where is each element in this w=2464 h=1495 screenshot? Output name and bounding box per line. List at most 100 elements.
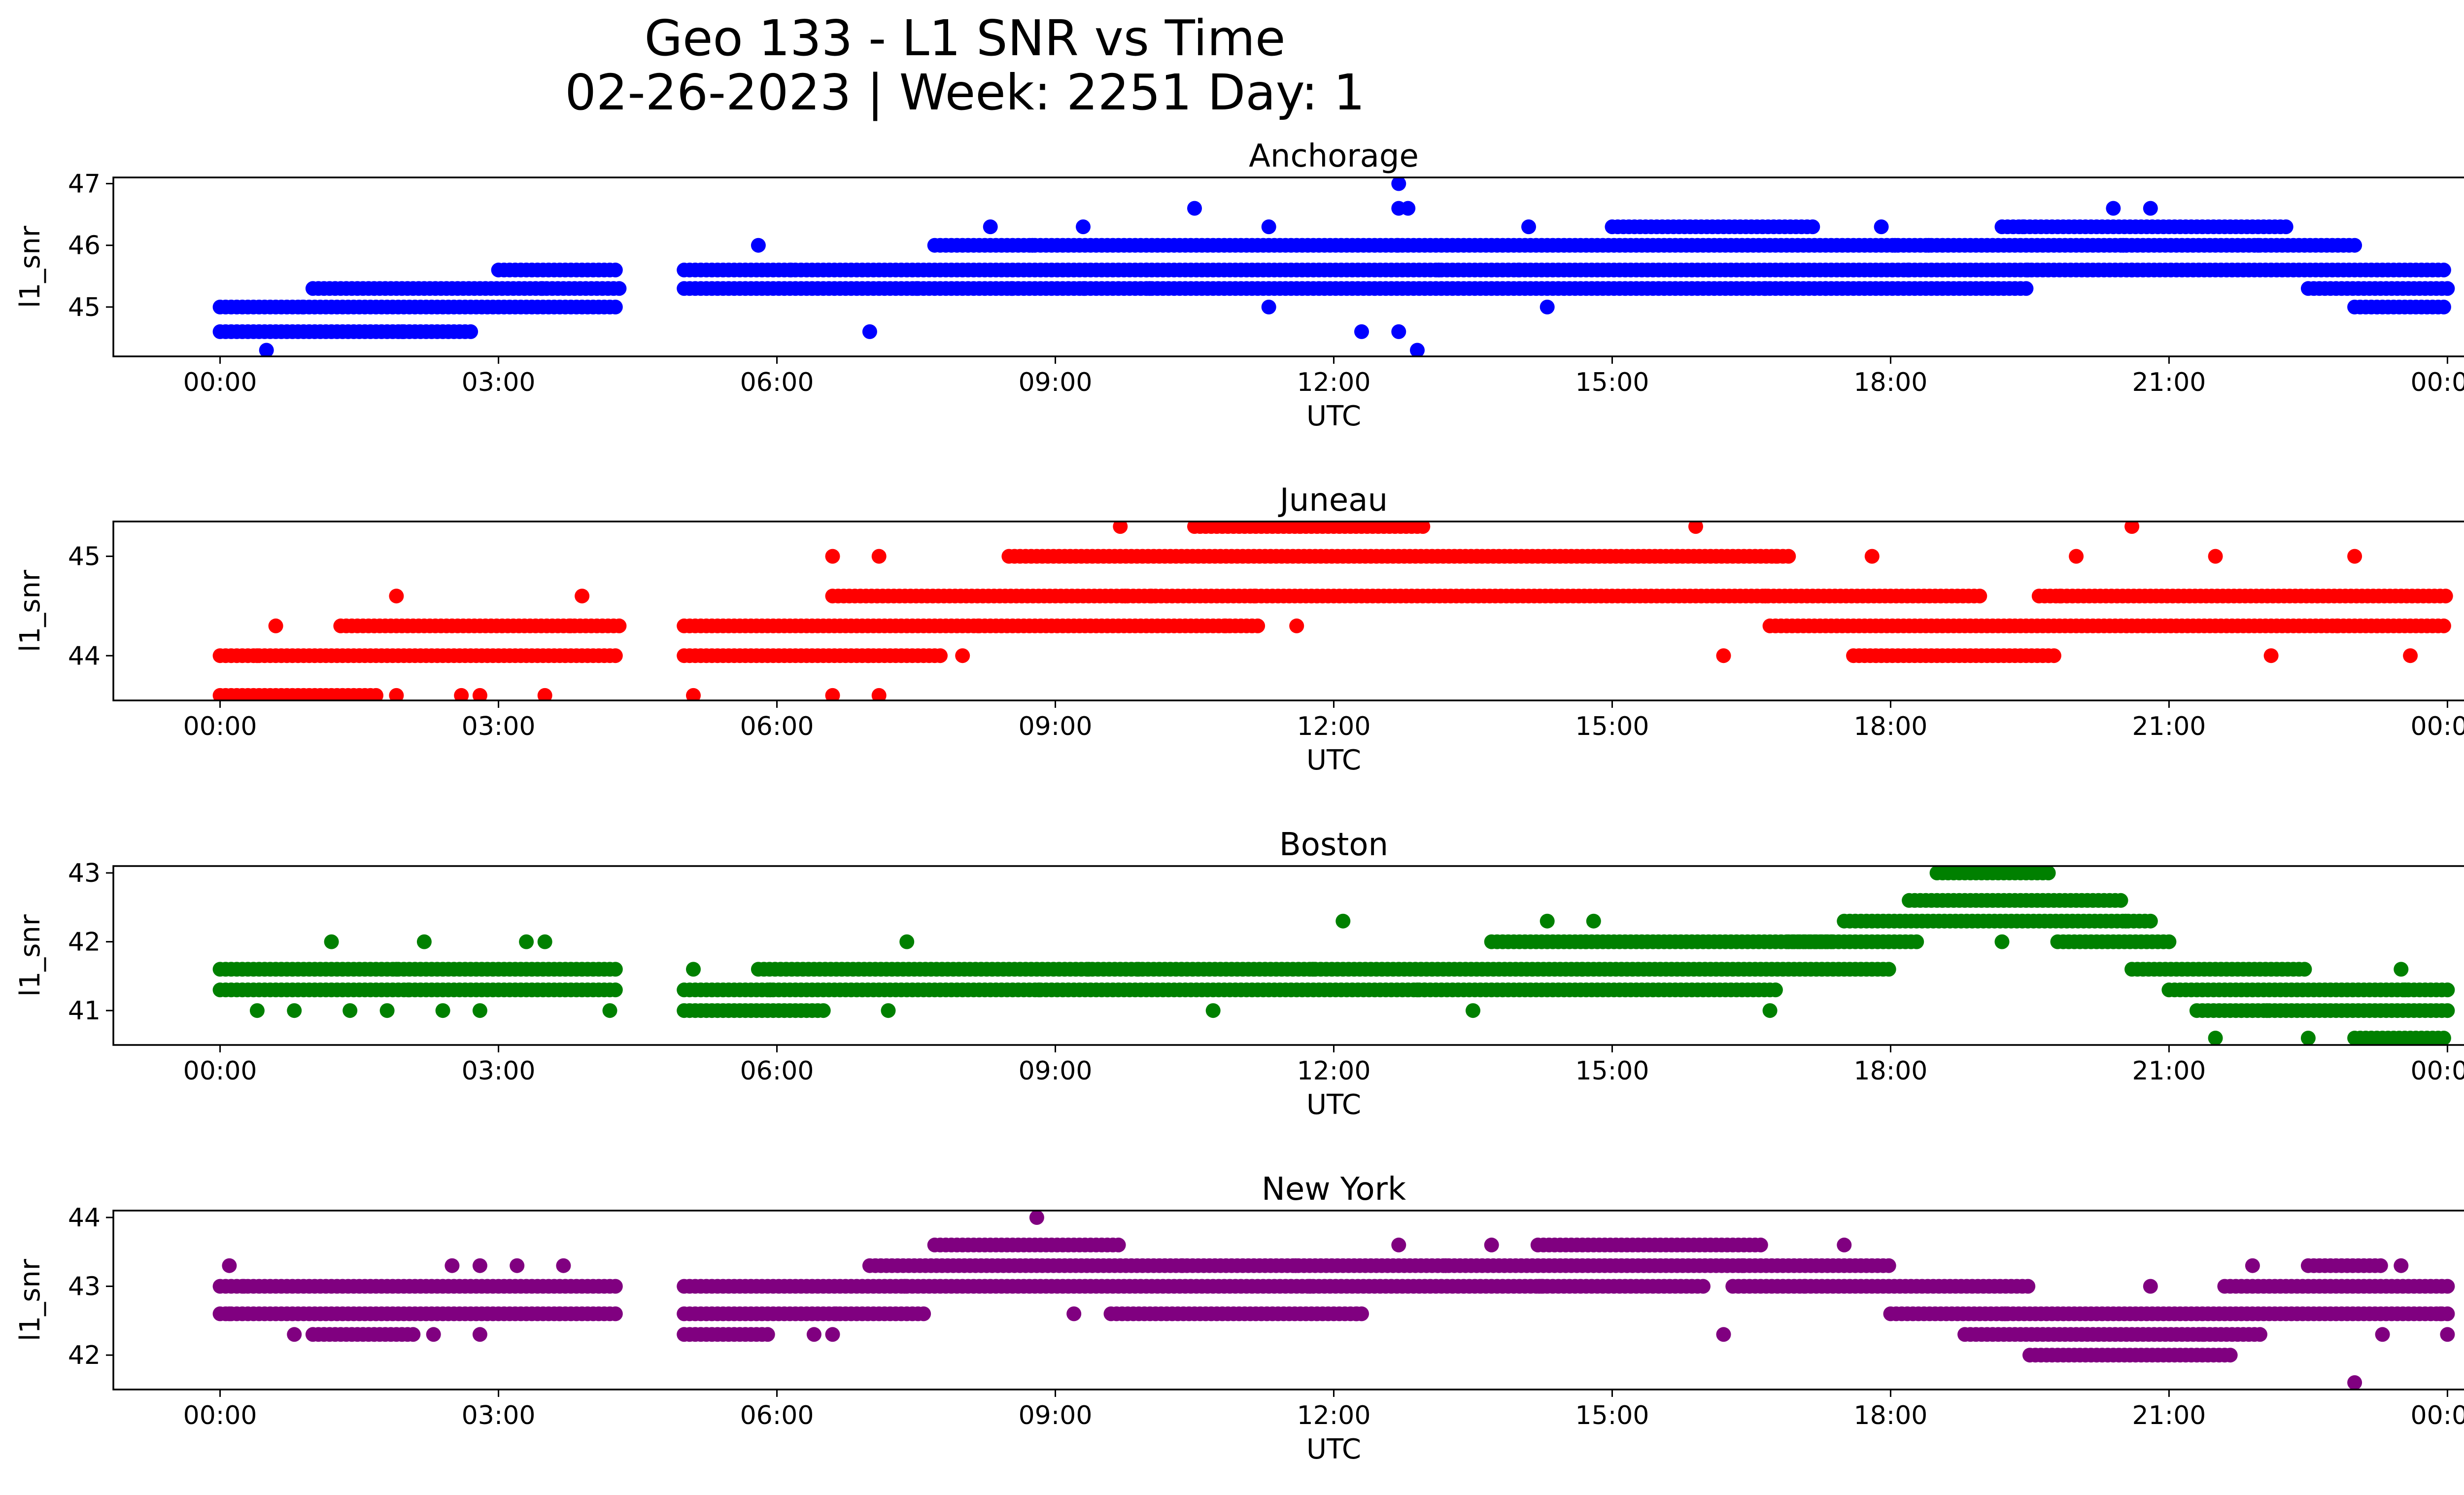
data-point — [2041, 866, 2056, 880]
data-point — [2397, 982, 2413, 998]
data-point-outlier — [249, 1003, 265, 1018]
data-point — [970, 618, 986, 633]
data-point-outlier — [686, 962, 701, 977]
data-point — [2440, 1003, 2455, 1018]
data-point — [2440, 1279, 2455, 1294]
subplot-title: Boston — [1279, 827, 1388, 863]
data-point-outlier — [510, 1258, 525, 1273]
data-point-outlier — [2124, 262, 2140, 278]
x-tick-label: 12:00 — [1297, 712, 1371, 741]
data-point-outlier — [1187, 201, 1202, 216]
x-axis-label: UTC — [1306, 1089, 1361, 1121]
data-point-outlier — [1289, 618, 1304, 633]
data-point — [2347, 238, 2362, 253]
data-point-outlier — [1029, 1211, 1044, 1225]
x-tick-label: 15:00 — [1575, 368, 1649, 397]
data-point — [552, 1306, 567, 1321]
y-tick-label: 44 — [68, 641, 101, 671]
data-point-outlier — [537, 688, 552, 700]
data-point — [1972, 589, 1987, 604]
data-point — [2251, 238, 2266, 253]
y-tick-label: 42 — [68, 1341, 101, 1370]
data-point — [2436, 618, 2451, 633]
data-point — [1081, 962, 1096, 977]
data-point — [1511, 262, 1526, 278]
data-point-outlier — [825, 688, 840, 700]
data-point-outlier — [2394, 962, 2409, 977]
y-axis-label: l1_snr — [14, 914, 46, 997]
data-point-outlier — [389, 688, 404, 700]
data-point — [401, 982, 416, 998]
x-tick-label: 18:00 — [1854, 1401, 1928, 1430]
x-tick-label: 12:00 — [1297, 368, 1371, 397]
data-point — [1144, 589, 1159, 604]
data-point — [406, 1327, 421, 1342]
data-point — [1735, 1258, 1750, 1273]
x-tick-label: 00:00 — [183, 1056, 257, 1086]
data-point-outlier — [1484, 1237, 1499, 1252]
data-point — [1909, 934, 1924, 949]
data-point — [2118, 913, 2133, 929]
data-point — [608, 1279, 623, 1294]
data-point-outlier — [2263, 648, 2279, 663]
subplot-juneau: Juneau 00:00 03:00 06:00 09:00 12:00 15:00 18:0… — [14, 482, 2464, 776]
data-point-outlier — [2440, 1327, 2455, 1342]
data-point — [2329, 618, 2345, 633]
data-point — [2020, 262, 2035, 278]
data-point — [897, 1279, 912, 1294]
data-point — [1758, 589, 1773, 604]
data-point — [612, 618, 627, 633]
data-point — [2223, 1348, 2238, 1363]
data-point-outlier — [2106, 201, 2121, 216]
data-point — [861, 648, 876, 663]
data-point — [563, 618, 578, 633]
x-tick-label: 09:00 — [1019, 712, 1093, 741]
data-point — [1670, 549, 1685, 564]
data-point-outlier — [1540, 913, 1555, 929]
data-point — [1288, 1258, 1303, 1273]
data-point — [2019, 281, 2034, 296]
data-point-outlier — [1818, 281, 1833, 296]
data-point-outlier — [445, 1258, 460, 1273]
data-point-outlier — [575, 589, 590, 604]
data-point — [2438, 589, 2453, 604]
subplot-title: Anchorage — [1249, 138, 1419, 174]
data-point — [762, 982, 778, 998]
data-point-outlier — [1391, 324, 1406, 339]
x-tick-label: 00:00 — [183, 712, 257, 741]
data-point-outlier — [2300, 1031, 2316, 1045]
data-point — [2440, 982, 2455, 998]
data-point — [816, 1003, 831, 1018]
x-tick-label: 15:00 — [1575, 1401, 1649, 1430]
y-tick-label: 45 — [68, 542, 101, 572]
data-point — [1305, 962, 1321, 977]
scatter-series — [212, 866, 2455, 1045]
data-point — [1118, 589, 1133, 604]
data-point — [1921, 238, 1936, 253]
x-tick-label: 18:00 — [1854, 712, 1928, 741]
data-point-outlier — [881, 1003, 896, 1018]
x-tick-label: 00:00 — [183, 368, 257, 397]
x-tick-label: 15:00 — [1575, 712, 1649, 741]
data-point — [933, 648, 948, 663]
data-point — [1696, 1279, 1711, 1294]
data-point-outlier — [1261, 219, 1276, 235]
data-point-outlier — [324, 934, 339, 949]
data-point-outlier — [2347, 1375, 2362, 1390]
y-tick-label: 41 — [68, 996, 101, 1026]
data-point-outlier — [2394, 1258, 2409, 1273]
data-point — [2433, 1306, 2448, 1321]
data-point-outlier — [472, 1003, 487, 1018]
data-point-outlier — [2208, 1031, 2223, 1045]
data-point-outlier — [1994, 934, 2010, 949]
data-point-outlier — [899, 934, 915, 949]
data-point — [1111, 1237, 1126, 1252]
data-point-outlier — [1466, 1003, 1480, 1018]
data-point-outlier — [1401, 201, 1416, 216]
data-point — [1302, 1279, 1317, 1294]
data-point-outlier — [472, 1258, 487, 1273]
data-point-outlier — [2347, 549, 2362, 564]
y-axis-label: l1_snr — [14, 569, 46, 652]
x-tick-label: 03:00 — [462, 368, 536, 397]
data-point-outlier — [1066, 1306, 1082, 1321]
